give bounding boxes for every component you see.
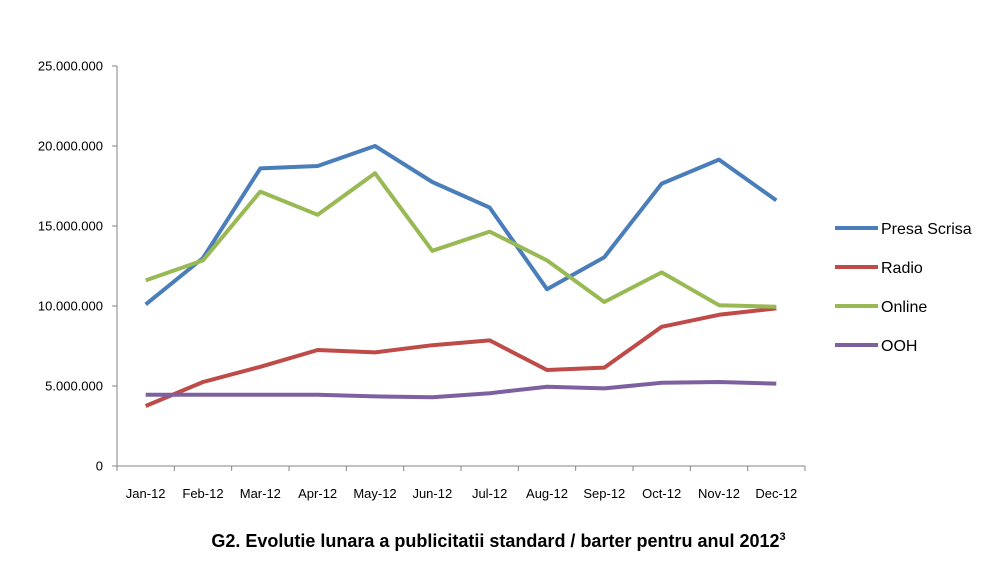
chart-axes: 0 5.000.000 10.000.000 15.000.000 20.000.000… — [38, 59, 806, 501]
x-tick-label: Mar-12 — [240, 486, 281, 501]
chart-legend: Presa Scrisa Radio Online OOH — [835, 221, 972, 355]
legend-label-radio: Radio — [881, 260, 923, 277]
y-tick-label: 25.000.000 — [38, 59, 103, 74]
chart-series-lines — [144, 144, 778, 408]
x-tick-label: Dec-12 — [755, 486, 797, 501]
x-tick-label: May-12 — [353, 486, 396, 501]
y-tick-label: 0 — [96, 459, 103, 474]
x-tick-label: Apr-12 — [298, 486, 337, 501]
x-tick-label: Aug-12 — [526, 486, 568, 501]
y-tick-label: 20.000.000 — [38, 139, 103, 154]
y-tick-label: 15.000.000 — [38, 219, 103, 234]
x-tick-label: Feb-12 — [182, 486, 223, 501]
chart-title: G2. Evolutie lunara a publicitatii stand… — [0, 531, 997, 552]
y-tick-label: 5.000.000 — [45, 379, 103, 394]
x-tick-label: Jul-12 — [472, 486, 507, 501]
x-tick-label: Jan-12 — [126, 486, 166, 501]
x-tick-label: Sep-12 — [583, 486, 625, 501]
legend-label-presa-scrisa: Presa Scrisa — [881, 221, 972, 238]
series-line-ooh — [145, 380, 777, 400]
y-tick-label: 10.000.000 — [38, 299, 103, 314]
legend-label-ooh: OOH — [881, 338, 917, 355]
series-line-radio — [144, 306, 777, 408]
chart-title-text: G2. Evolutie lunara a publicitatii stand… — [211, 531, 780, 551]
chart-title-footnote: 3 — [779, 531, 786, 543]
series-line-online — [145, 171, 777, 309]
legend-label-online: Online — [881, 299, 927, 316]
x-tick-label: Oct-12 — [642, 486, 681, 501]
x-tick-label: Jun-12 — [412, 486, 452, 501]
series-line-presa-scrisa — [144, 144, 778, 306]
x-tick-label: Nov-12 — [698, 486, 740, 501]
